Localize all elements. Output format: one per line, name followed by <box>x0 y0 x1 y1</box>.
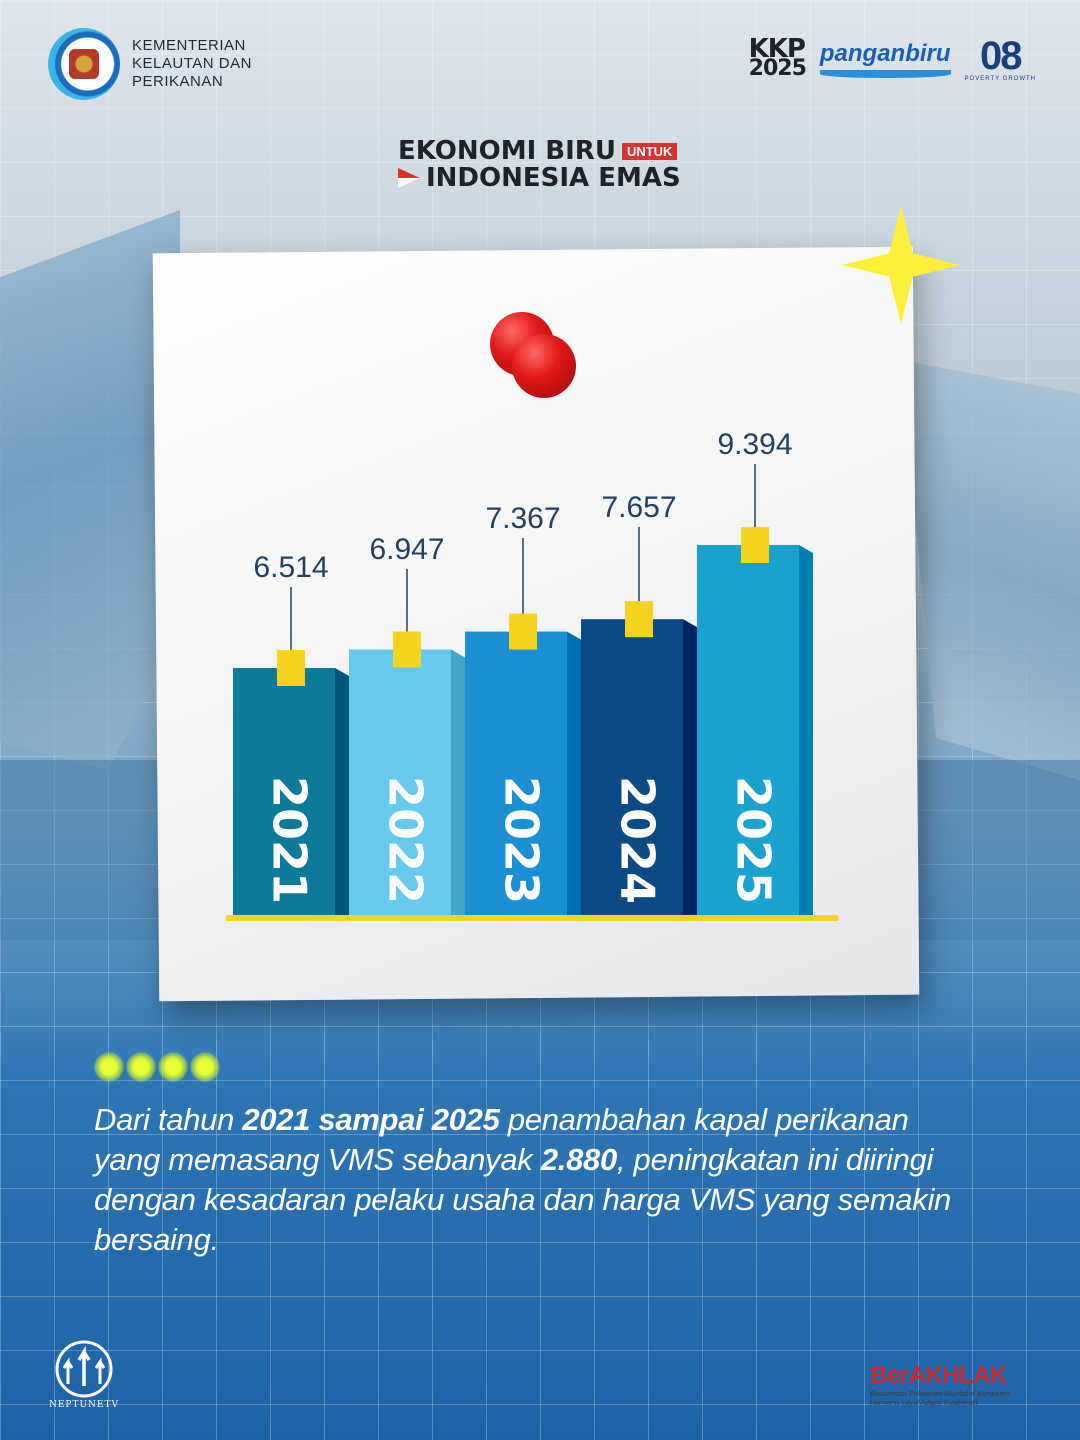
value-label-2021: 6.514 <box>253 551 328 584</box>
bar-tab-2021 <box>277 650 305 686</box>
kkp-logo-text: KKP <box>748 34 806 64</box>
ministry-name-line: PERIKANAN <box>132 73 224 90</box>
bar-tab-2023 <box>509 613 537 650</box>
berakhlak-subtitle: Berorientasi Pelayanan Akuntabel Kompete… <box>870 1391 1010 1407</box>
trident-icon <box>55 1340 113 1398</box>
value-label-2025: 9.394 <box>717 428 792 461</box>
dot-icon <box>126 1052 156 1082</box>
theme-logo: EKONOMI BIRU UNTUK INDONESIA EMAS <box>398 138 688 191</box>
theme-line1: EKONOMI BIRU <box>398 136 616 166</box>
year-label-2023: 2023 <box>495 776 549 904</box>
ministry-logo-icon <box>48 28 120 100</box>
kkp-logo-year: 2025 <box>748 56 807 81</box>
bar-tab-2024 <box>625 601 653 638</box>
asta-cita-logo: 08 POVERTY GROWTH <box>965 36 1036 82</box>
berakhlak-logo: BerAKHLAK Berorientasi Pelayanan Akuntab… <box>870 1362 1034 1408</box>
partner-logos: KKP 2025 panganbiru 08 POVERTY GROWTH <box>749 36 1036 82</box>
bar-side-2022 <box>451 649 465 915</box>
year-label-2021: 2021 <box>263 776 317 904</box>
bar-2024 <box>581 619 683 915</box>
bar-side-2025 <box>799 545 813 915</box>
description-bold: 2021 sampai 2025 <box>242 1102 500 1137</box>
bar-2025 <box>697 545 799 915</box>
bar-tab-2025 <box>741 527 769 563</box>
value-label-2022: 6.947 <box>369 533 444 566</box>
value-label-2023: 7.367 <box>485 502 560 535</box>
bar-side-2021 <box>335 668 349 915</box>
dot-icon <box>158 1052 188 1082</box>
dot-icon <box>94 1052 124 1082</box>
ministry-header: KEMENTERIAN KELAUTAN DAN PERIKANAN <box>48 28 252 100</box>
neptune-tv-logo: NEPTUNETV <box>48 1340 120 1410</box>
theme-line2: INDONESIA EMAS <box>426 163 681 193</box>
asta-logo-number: 08 <box>980 34 1022 78</box>
description-part: Dari tahun <box>94 1102 243 1137</box>
description-part: , peningkatan ini diiringi dengan kesada… <box>94 1142 951 1257</box>
pangan-biru-logo: panganbiru <box>819 40 951 78</box>
chart-baseline <box>226 915 838 921</box>
year-label-2025: 2025 <box>727 776 781 904</box>
push-pin-base <box>512 334 576 398</box>
bar-2022 <box>349 649 451 915</box>
description-text: Dari tahun 2021 sampai 2025 penambahan k… <box>94 1100 974 1260</box>
background-ship-left <box>0 210 180 770</box>
bar-side-2023 <box>567 631 581 915</box>
bar-2023 <box>465 631 567 915</box>
year-label-2024: 2024 <box>611 776 665 904</box>
asta-logo-sub: POVERTY GROWTH <box>964 76 1036 82</box>
description-part: penambahan kapal perikanan yang memasang… <box>94 1102 909 1177</box>
ministry-name-line: KELAUTAN DAN <box>132 55 252 72</box>
garuda-emblem-icon <box>69 49 99 79</box>
bar-tab-2022 <box>393 631 421 668</box>
kkp-2025-logo: KKP 2025 <box>748 34 807 81</box>
bar-2021 <box>233 668 335 915</box>
bar-side-2024 <box>683 619 697 915</box>
decorative-dots <box>94 1052 220 1082</box>
year-label-2022: 2022 <box>379 776 433 904</box>
theme-tag: UNTUK <box>621 142 678 160</box>
value-label-2024: 7.657 <box>601 491 676 524</box>
push-pin-icon <box>490 312 580 402</box>
dot-icon <box>190 1052 220 1082</box>
berakhlak-title: BerAKHLAK <box>870 1362 1007 1389</box>
ministry-name: KEMENTERIAN KELAUTAN DAN PERIKANAN <box>132 37 252 91</box>
neptune-tv-text: NEPTUNETV <box>48 1400 120 1410</box>
description-bold: 2.880 <box>540 1142 617 1177</box>
ministry-name-line: KEMENTERIAN <box>132 37 246 54</box>
